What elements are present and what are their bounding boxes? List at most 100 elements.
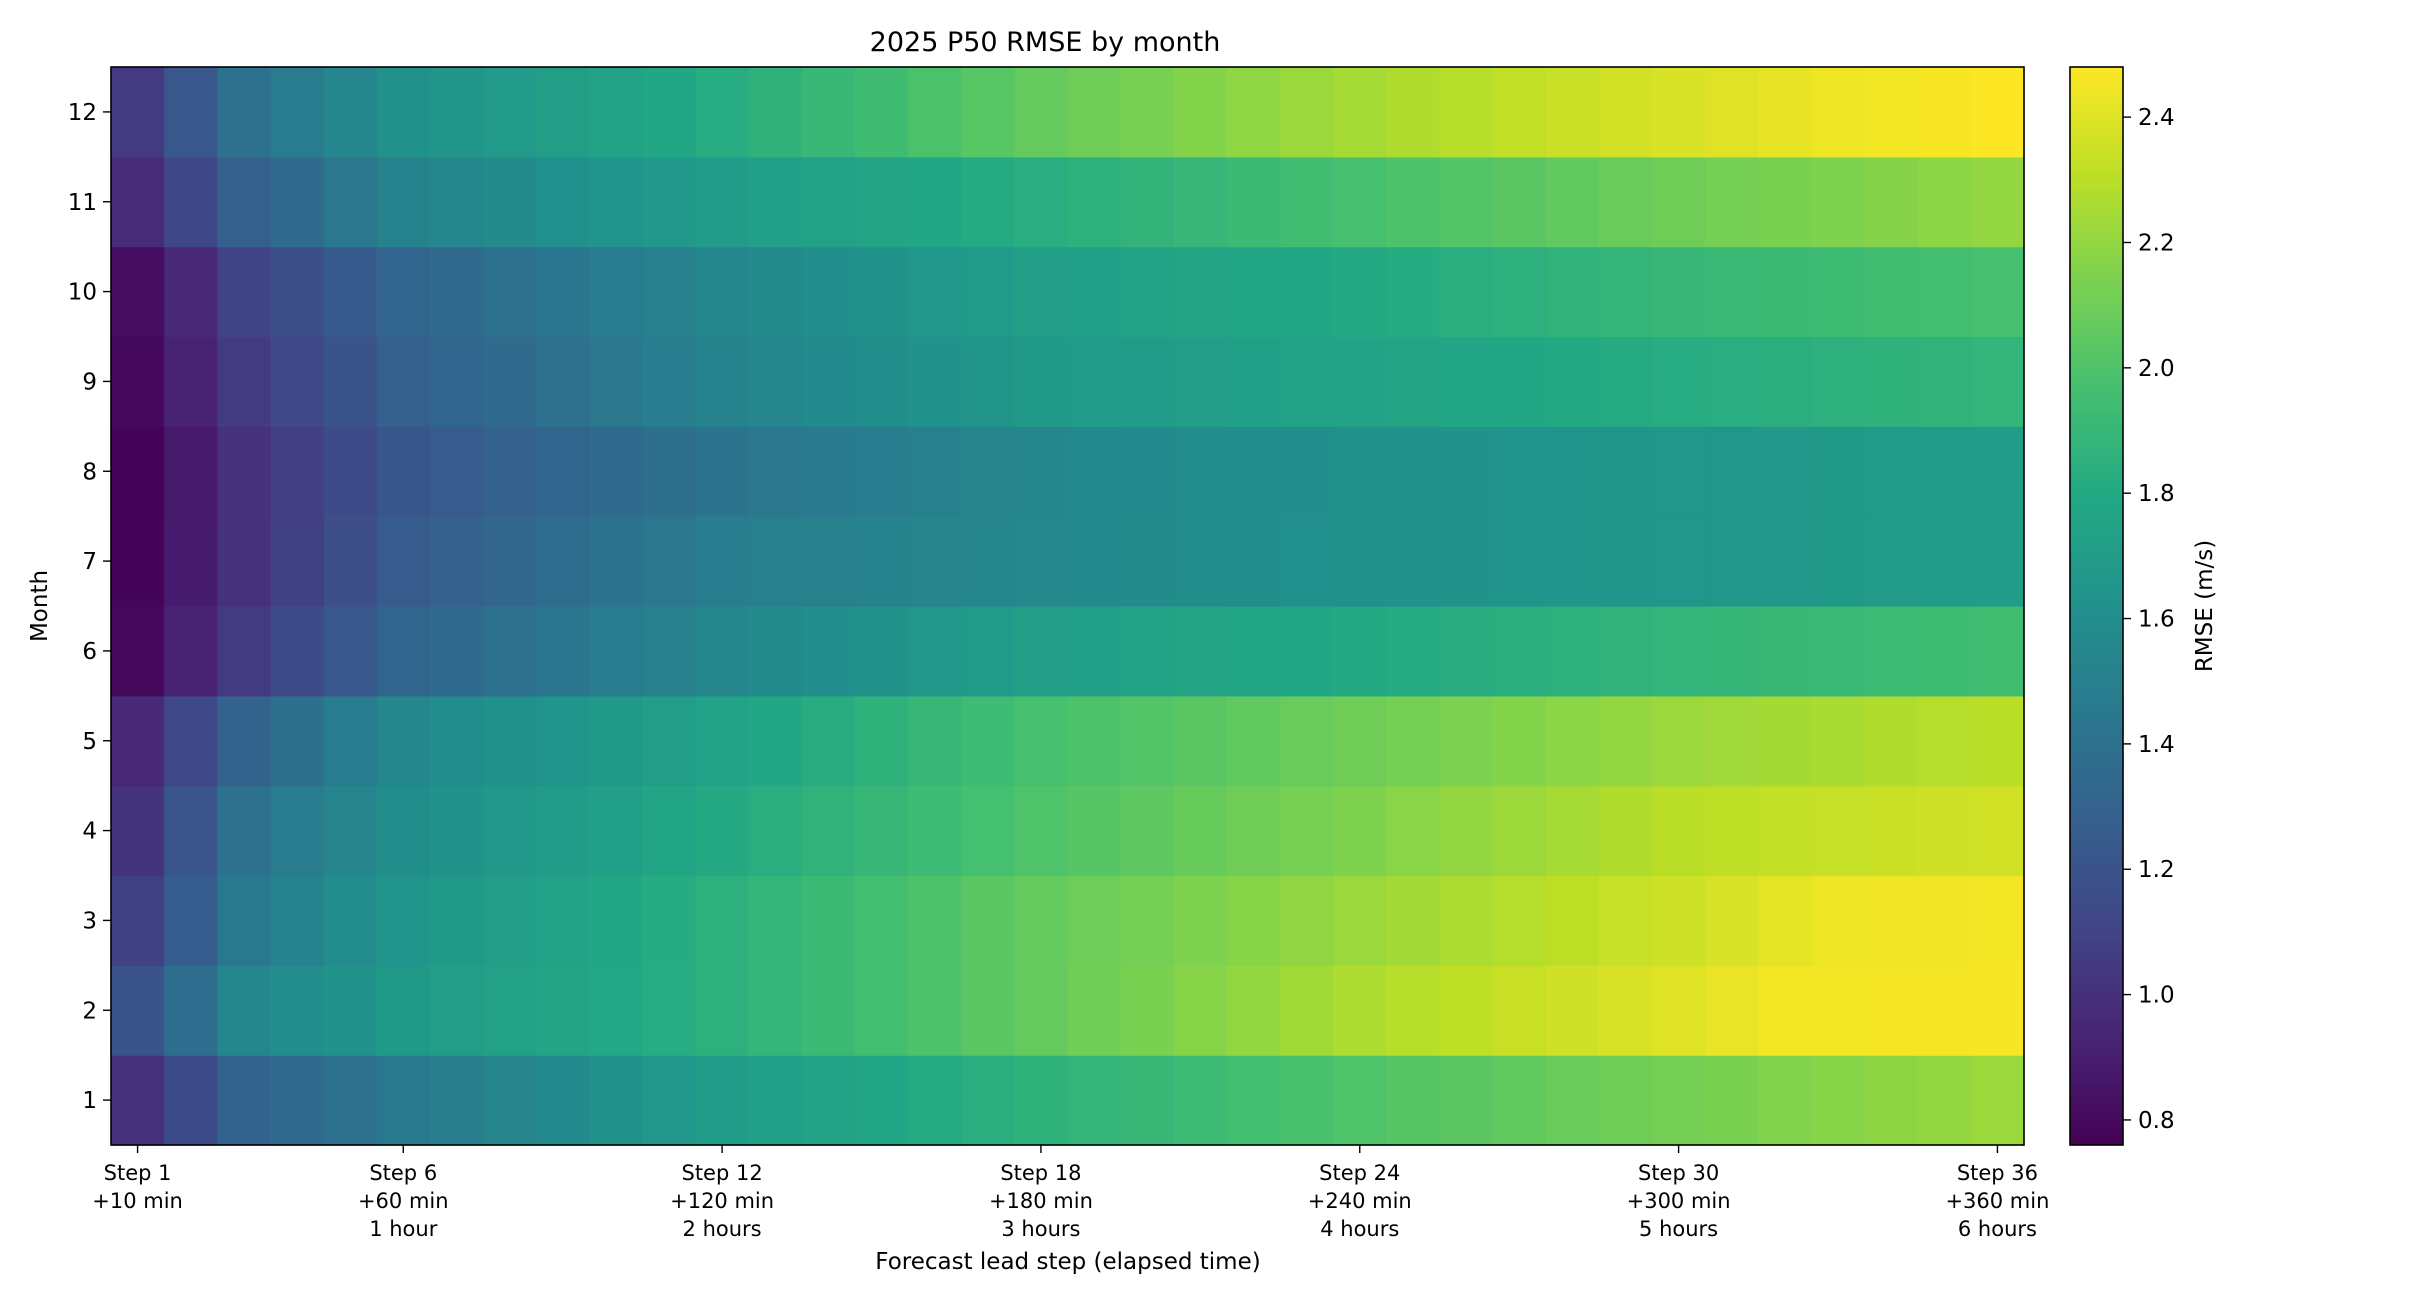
heatmap-cell [961, 336, 1015, 427]
heatmap-cell [1226, 156, 1281, 248]
heatmap-cell [854, 426, 909, 517]
heatmap-cell [695, 695, 750, 787]
heatmap-cell [1492, 516, 1547, 607]
heatmap-cell [164, 965, 218, 1056]
heatmap-cell [589, 426, 643, 517]
heatmap-cell [164, 246, 218, 338]
heatmap-cell [854, 606, 909, 697]
heatmap-cell [429, 516, 484, 607]
heatmap-cell [1439, 785, 1494, 877]
heatmap-cell [217, 875, 272, 966]
heatmap-cell [1226, 606, 1281, 697]
heatmap-cell [1545, 156, 1600, 248]
heatmap-cell [111, 156, 165, 248]
heatmap-cell [164, 516, 218, 607]
heatmap-cell [1226, 1055, 1281, 1146]
heatmap-cell [536, 875, 590, 966]
heatmap-cell [429, 1055, 484, 1146]
heatmap-cell [1758, 67, 1813, 158]
heatmap-cell [1811, 606, 1866, 697]
heatmap-cell [1333, 67, 1387, 158]
heatmap-cell [482, 875, 537, 966]
heatmap-cell [1492, 426, 1547, 517]
heatmap-cell [1598, 1055, 1653, 1146]
heatmap-cell [1598, 785, 1653, 877]
heatmap-cell [1173, 67, 1228, 158]
heatmap-cell [1386, 336, 1441, 427]
heatmap-cell [748, 516, 803, 607]
heatmap-cell [589, 156, 643, 248]
heatmap-cell [376, 67, 431, 158]
heatmap-cell [1386, 606, 1441, 697]
heatmap-cell [801, 426, 856, 517]
heatmap-cell [217, 516, 272, 607]
heatmap-cell [1652, 785, 1706, 877]
heatmap-cell [1067, 156, 1122, 248]
heatmap-cell [1439, 67, 1494, 158]
heatmap-cell [1705, 156, 1759, 248]
heatmap-cell [1917, 67, 1972, 158]
heatmap-cell [801, 785, 856, 877]
heatmap-cell [1120, 785, 1175, 877]
heatmap-cell [748, 246, 803, 338]
heatmap-cell [908, 1055, 962, 1146]
heatmap-cell [217, 1055, 272, 1146]
heatmap-cell [801, 606, 856, 697]
colorbar-tick-label: 1.2 [2138, 857, 2175, 883]
heatmap-cell [1545, 336, 1600, 427]
heatmap-cell [695, 785, 750, 877]
heatmap-cell [695, 606, 750, 697]
y-tick-label: 9 [82, 369, 97, 395]
heatmap-cell [1545, 426, 1600, 517]
heatmap-cell [323, 336, 378, 427]
heatmap-cell [1280, 246, 1334, 338]
heatmap-cell [270, 1055, 325, 1146]
heatmap-cell [1917, 606, 1972, 697]
heatmap-cell [1439, 516, 1494, 607]
heatmap-cell [1864, 785, 1919, 877]
heatmap-cell [1705, 1055, 1759, 1146]
heatmap-cell [1970, 695, 2025, 787]
heatmap-cell [908, 516, 962, 607]
heatmap-cell [1917, 516, 1972, 607]
heatmap-cell [1598, 156, 1653, 248]
heatmap-cell [1598, 606, 1653, 697]
heatmap-cell [748, 785, 803, 877]
x-tick-label: Step 24 [1319, 1161, 1400, 1185]
heatmap-cell [1173, 606, 1228, 697]
y-tick-label: 7 [82, 549, 97, 575]
heatmap-cell [961, 246, 1015, 338]
heatmap-cell [1280, 606, 1334, 697]
heatmap-cell [961, 875, 1015, 966]
heatmap-cell [482, 606, 537, 697]
heatmap-cell [1226, 965, 1281, 1056]
heatmap-cell [1811, 965, 1866, 1056]
heatmap-cell [1067, 246, 1122, 338]
heatmap-cell [1280, 785, 1334, 877]
colorbar-tick-label: 1.0 [2138, 983, 2175, 1009]
heatmap-cell [111, 1055, 165, 1146]
heatmap-cell [217, 246, 272, 338]
heatmap-cell [908, 156, 962, 248]
heatmap-cell [111, 606, 165, 697]
y-tick-label: 4 [82, 819, 97, 845]
heatmap-cell [1705, 336, 1759, 427]
heatmap-cell [908, 695, 962, 787]
heatmap-cell [1652, 67, 1706, 158]
heatmap-cell [1598, 246, 1653, 338]
heatmap-cell [1439, 426, 1494, 517]
heatmap-cell [854, 336, 909, 427]
heatmap-cell [1280, 965, 1334, 1056]
heatmap-cell [1333, 695, 1387, 787]
heatmap-cell [1280, 67, 1334, 158]
heatmap-cell [1811, 336, 1866, 427]
heatmap-cell [1014, 246, 1069, 338]
heatmap-cell [1014, 875, 1069, 966]
x-tick-label: 4 hours [1320, 1217, 1399, 1241]
heatmap-cell [1864, 606, 1919, 697]
heatmap-cell [908, 336, 962, 427]
heatmap-cell [854, 246, 909, 338]
x-tick-label: Step 12 [681, 1161, 762, 1185]
x-tick-label: 1 hour [369, 1217, 438, 1241]
